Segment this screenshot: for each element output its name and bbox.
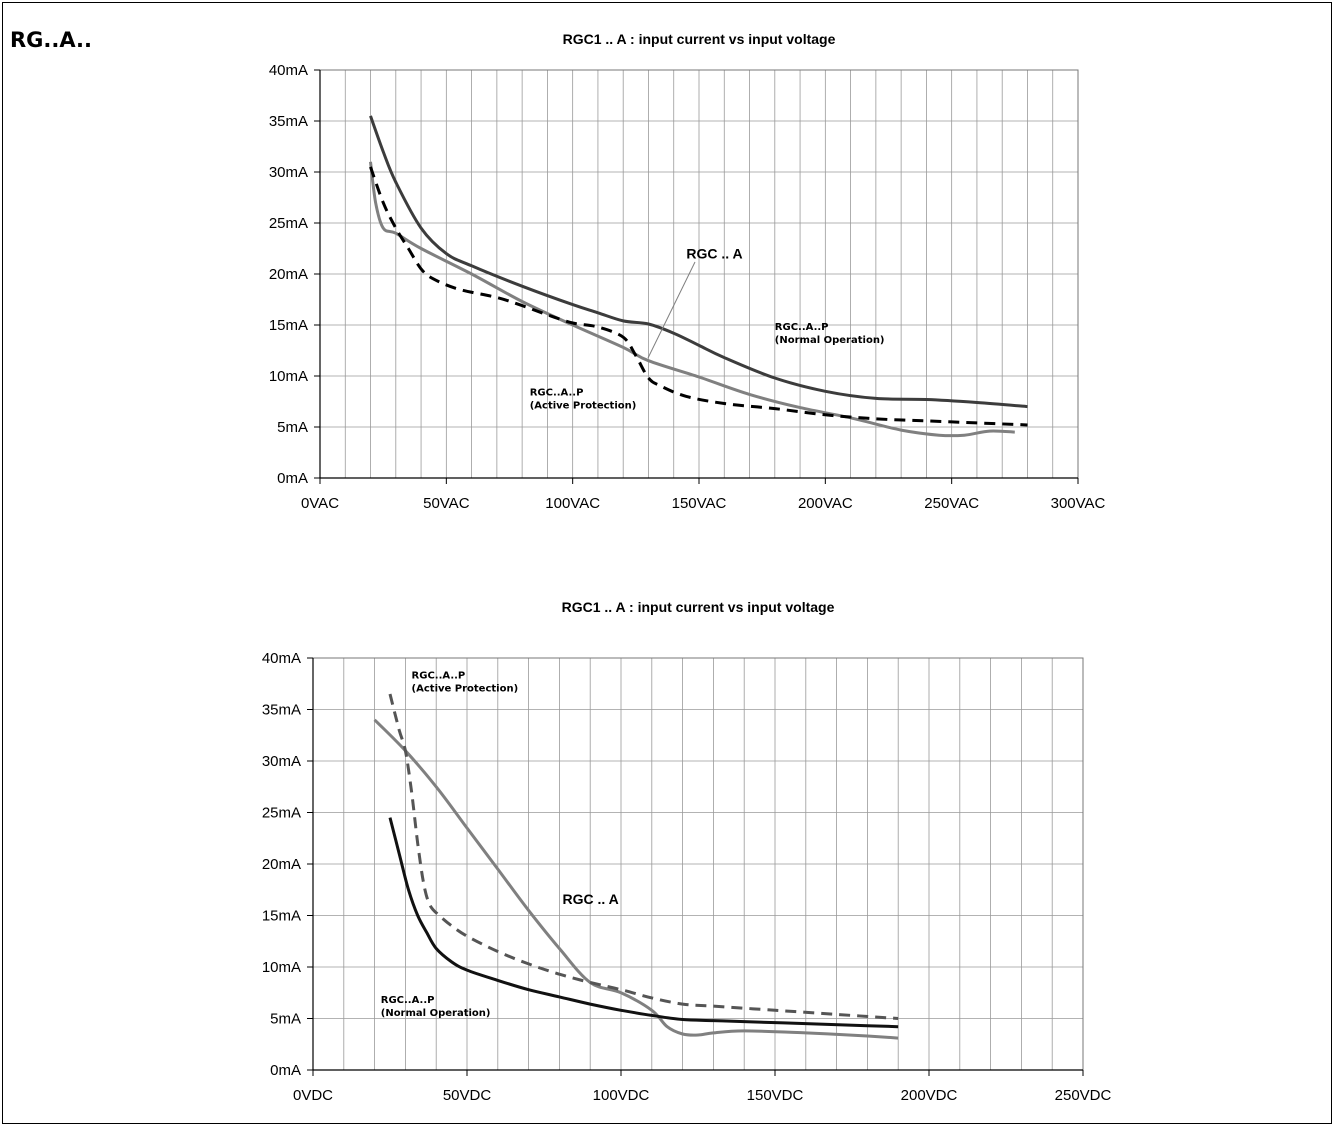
x-tick-label: 250VAC [924, 495, 979, 512]
x-tick-label: 150VDC [747, 1087, 804, 1104]
chart-title: RGC1 .. A : input current vs input volta… [562, 599, 835, 615]
series-line-3 [388, 817, 899, 1029]
y-tick-label: 30mA [262, 753, 301, 770]
x-tick-label: 0VAC [301, 495, 339, 512]
y-tick-label: 20mA [269, 266, 308, 283]
x-tick-label: 250VDC [1055, 1087, 1112, 1104]
section-label: RG..A.. [10, 28, 92, 52]
series-line-3 [369, 166, 1028, 427]
x-tick-label: 50VDC [443, 1087, 492, 1104]
y-tick-label: 30mA [269, 164, 308, 181]
annotation-label: (Normal Operation) [381, 1008, 491, 1019]
y-tick-label: 35mA [262, 702, 301, 719]
x-tick-label: 150VAC [672, 495, 727, 512]
y-tick-label: 15mA [262, 908, 301, 925]
annotation-label: (Active Protection) [530, 400, 637, 411]
y-tick-label: 0mA [277, 470, 308, 487]
series-line-1 [369, 115, 1028, 409]
x-tick-label: 100VDC [593, 1087, 650, 1104]
annotation-label: (Active Protection) [412, 684, 519, 695]
x-tick-label: 50VAC [423, 495, 470, 512]
x-tick-label: 0VDC [293, 1087, 333, 1104]
chart-1: RGC1 .. A : input current vs input volta… [269, 31, 1106, 512]
annotation-label: RGC..A..P [530, 387, 584, 398]
annotation-leader-line [647, 261, 696, 359]
annotation-label: RGC .. A [562, 891, 618, 907]
y-tick-label: 25mA [262, 805, 301, 822]
series-line-2 [369, 161, 1015, 438]
y-tick-label: 5mA [270, 1011, 301, 1028]
y-tick-label: 25mA [269, 215, 308, 232]
annotation-label: RGC .. A [686, 246, 742, 262]
y-tick-label: 40mA [262, 650, 301, 667]
annotation-label: RGC..A..P [775, 322, 829, 333]
x-tick-label: 200VAC [798, 495, 853, 512]
y-tick-label: 0mA [270, 1062, 301, 1079]
annotation-label: (Normal Operation) [775, 335, 885, 346]
y-tick-label: 15mA [269, 317, 308, 334]
y-tick-label: 20mA [262, 856, 301, 873]
y-tick-label: 10mA [269, 368, 308, 385]
x-tick-label: 100VAC [545, 495, 600, 512]
y-tick-label: 5mA [277, 419, 308, 436]
x-tick-label: 200VDC [901, 1087, 958, 1104]
series-line-2 [388, 693, 899, 1020]
annotation-label: RGC..A..P [412, 671, 466, 682]
chart-title: RGC1 .. A : input current vs input volta… [563, 31, 836, 47]
y-tick-label: 10mA [262, 959, 301, 976]
y-tick-label: 35mA [269, 113, 308, 130]
annotation-label: RGC..A..P [381, 995, 435, 1006]
series-line-1 [373, 718, 899, 1040]
grid [319, 69, 1079, 479]
chart-2: RGC1 .. A : input current vs input volta… [262, 599, 1112, 1104]
y-tick-label: 40mA [269, 62, 308, 79]
x-tick-label: 300VAC [1051, 495, 1106, 512]
